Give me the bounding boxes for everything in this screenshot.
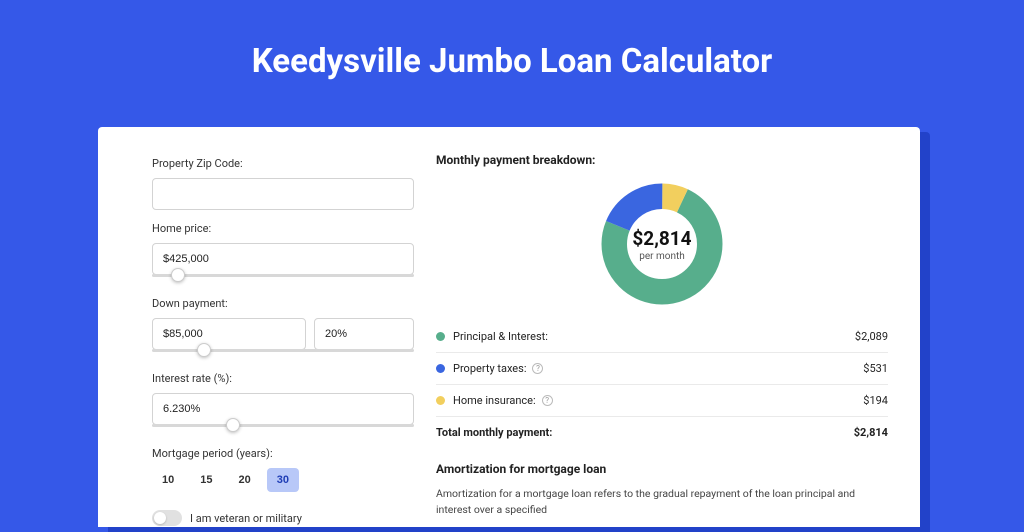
donut-sub: per month (639, 251, 685, 262)
legend-label: Principal & Interest: (453, 330, 548, 343)
interest-label: Interest rate (%): (152, 372, 414, 385)
legend-dot (436, 332, 445, 341)
form-column: Property Zip Code: Home price: Down paym… (152, 153, 414, 527)
legend-row: Principal & Interest: $2,089 (436, 321, 888, 352)
legend-total-row: Total monthly payment: $2,814 (436, 416, 888, 448)
interest-slider-thumb[interactable] (226, 418, 240, 432)
legend-row: Property taxes:? $531 (436, 352, 888, 384)
amortization-title: Amortization for mortgage loan (436, 462, 888, 476)
donut-wrap: $2,814 per month (436, 173, 888, 321)
legend-label: Home insurance: (453, 394, 536, 407)
period-button-15[interactable]: 15 (190, 468, 222, 492)
legend-total-value: $2,814 (854, 426, 888, 439)
donut-total: $2,814 (632, 227, 691, 250)
down-payment-label: Down payment: (152, 297, 414, 310)
down-payment-slider[interactable] (152, 349, 414, 352)
interest-slider[interactable] (152, 424, 414, 427)
interest-input[interactable] (152, 393, 414, 425)
amortization-body: Amortization for a mortgage loan refers … (436, 486, 888, 518)
period-label: Mortgage period (years): (152, 447, 414, 460)
legend-value: $531 (863, 362, 888, 375)
period-button-10[interactable]: 10 (152, 468, 184, 492)
legend-row: Home insurance:? $194 (436, 384, 888, 416)
home-price-slider[interactable] (152, 274, 414, 277)
down-payment-slider-thumb[interactable] (197, 343, 211, 357)
info-icon[interactable]: ? (542, 395, 553, 406)
legend: Principal & Interest: $2,089 Property taxe… (436, 321, 888, 448)
home-price-slider-thumb[interactable] (171, 268, 185, 282)
zip-label: Property Zip Code: (152, 157, 414, 170)
period-button-30[interactable]: 30 (267, 468, 299, 492)
payment-donut-chart: $2,814 per month (599, 181, 725, 307)
zip-input[interactable] (152, 178, 414, 210)
home-price-label: Home price: (152, 222, 414, 235)
down-payment-input[interactable] (152, 318, 306, 350)
veteran-label: I am veteran or military (190, 512, 302, 525)
page-title: Keedysville Jumbo Loan Calculator (0, 0, 1024, 109)
legend-total-label: Total monthly payment: (436, 426, 552, 439)
legend-value: $194 (863, 394, 888, 407)
breakdown-column: Monthly payment breakdown: $2,814 per mo… (414, 153, 888, 527)
info-icon[interactable]: ? (532, 363, 543, 374)
veteran-toggle[interactable] (152, 510, 182, 526)
period-button-20[interactable]: 20 (229, 468, 261, 492)
legend-dot (436, 396, 445, 405)
period-buttons: 1015 2030 (152, 468, 414, 492)
down-payment-pct-input[interactable] (314, 318, 414, 350)
calculator-card: Property Zip Code: Home price: Down paym… (98, 127, 920, 527)
legend-dot (436, 364, 445, 373)
veteran-toggle-knob (154, 512, 166, 524)
legend-value: $2,089 (855, 330, 888, 343)
legend-label: Property taxes: (453, 362, 526, 375)
breakdown-title: Monthly payment breakdown: (436, 153, 888, 167)
home-price-input[interactable] (152, 243, 414, 275)
